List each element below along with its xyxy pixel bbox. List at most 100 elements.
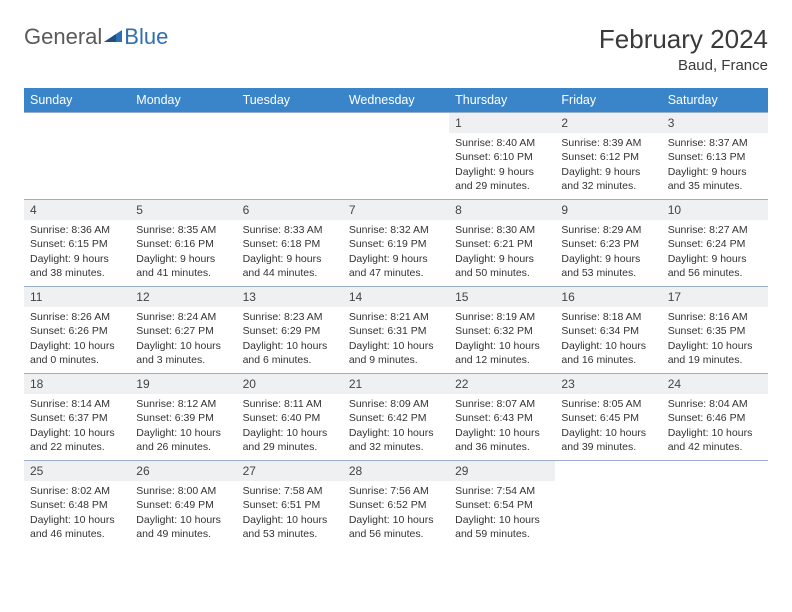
daylight-text: Daylight: 10 hours and 16 minutes. — [561, 339, 655, 367]
sunrise-text: Sunrise: 8:26 AM — [30, 310, 124, 324]
day-cell: 7Sunrise: 8:32 AMSunset: 6:19 PMDaylight… — [343, 200, 449, 286]
sunrise-text: Sunrise: 8:39 AM — [561, 136, 655, 150]
day-cell: 28Sunrise: 7:56 AMSunset: 6:52 PMDayligh… — [343, 461, 449, 547]
day-info: Sunrise: 8:11 AMSunset: 6:40 PMDaylight:… — [237, 394, 343, 460]
daylight-text: Daylight: 10 hours and 0 minutes. — [30, 339, 124, 367]
day-number: 9 — [555, 200, 661, 220]
day-cell: 26Sunrise: 8:00 AMSunset: 6:49 PMDayligh… — [130, 461, 236, 547]
day-info: Sunrise: 8:14 AMSunset: 6:37 PMDaylight:… — [24, 394, 130, 460]
daylight-text: Daylight: 10 hours and 46 minutes. — [30, 513, 124, 541]
daylight-text: Daylight: 9 hours and 47 minutes. — [349, 252, 443, 280]
day-cell: 14Sunrise: 8:21 AMSunset: 6:31 PMDayligh… — [343, 287, 449, 373]
sunrise-text: Sunrise: 8:29 AM — [561, 223, 655, 237]
weekday-thu: Thursday — [449, 88, 555, 112]
day-number: 21 — [343, 374, 449, 394]
day-info: Sunrise: 8:07 AMSunset: 6:43 PMDaylight:… — [449, 394, 555, 460]
day-number: 13 — [237, 287, 343, 307]
day-cell: 22Sunrise: 8:07 AMSunset: 6:43 PMDayligh… — [449, 374, 555, 460]
daylight-text: Daylight: 10 hours and 3 minutes. — [136, 339, 230, 367]
day-number: 28 — [343, 461, 449, 481]
weekday-fri: Friday — [555, 88, 661, 112]
day-cell: 12Sunrise: 8:24 AMSunset: 6:27 PMDayligh… — [130, 287, 236, 373]
day-number: 17 — [662, 287, 768, 307]
logo-mark-icon — [104, 22, 122, 48]
day-number: 1 — [449, 113, 555, 133]
day-cell: 11Sunrise: 8:26 AMSunset: 6:26 PMDayligh… — [24, 287, 130, 373]
sunrise-text: Sunrise: 8:04 AM — [668, 397, 762, 411]
daylight-text: Daylight: 10 hours and 12 minutes. — [455, 339, 549, 367]
day-number: 6 — [237, 200, 343, 220]
day-info: Sunrise: 8:12 AMSunset: 6:39 PMDaylight:… — [130, 394, 236, 460]
sunset-text: Sunset: 6:54 PM — [455, 498, 549, 512]
sunset-text: Sunset: 6:49 PM — [136, 498, 230, 512]
logo: General Blue — [24, 24, 168, 50]
day-info: Sunrise: 8:32 AMSunset: 6:19 PMDaylight:… — [343, 220, 449, 286]
page-header: General Blue February 2024 Baud, France — [24, 24, 768, 74]
daylight-text: Daylight: 10 hours and 36 minutes. — [455, 426, 549, 454]
sunset-text: Sunset: 6:27 PM — [136, 324, 230, 338]
daylight-text: Daylight: 9 hours and 29 minutes. — [455, 165, 549, 193]
sunset-text: Sunset: 6:15 PM — [30, 237, 124, 251]
day-number: 11 — [24, 287, 130, 307]
day-info: Sunrise: 8:39 AMSunset: 6:12 PMDaylight:… — [555, 133, 661, 199]
day-cell: 5Sunrise: 8:35 AMSunset: 6:16 PMDaylight… — [130, 200, 236, 286]
sunrise-text: Sunrise: 8:02 AM — [30, 484, 124, 498]
day-number: 24 — [662, 374, 768, 394]
sunset-text: Sunset: 6:21 PM — [455, 237, 549, 251]
day-number: 15 — [449, 287, 555, 307]
weeks-container: ....1Sunrise: 8:40 AMSunset: 6:10 PMDayl… — [24, 112, 768, 547]
day-cell: 13Sunrise: 8:23 AMSunset: 6:29 PMDayligh… — [237, 287, 343, 373]
sunset-text: Sunset: 6:32 PM — [455, 324, 549, 338]
daylight-text: Daylight: 9 hours and 53 minutes. — [561, 252, 655, 280]
day-info: Sunrise: 8:00 AMSunset: 6:49 PMDaylight:… — [130, 481, 236, 547]
sunset-text: Sunset: 6:35 PM — [668, 324, 762, 338]
day-info: Sunrise: 8:05 AMSunset: 6:45 PMDaylight:… — [555, 394, 661, 460]
sunset-text: Sunset: 6:51 PM — [243, 498, 337, 512]
day-cell: 15Sunrise: 8:19 AMSunset: 6:32 PMDayligh… — [449, 287, 555, 373]
sunrise-text: Sunrise: 8:16 AM — [668, 310, 762, 324]
day-info: Sunrise: 8:35 AMSunset: 6:16 PMDaylight:… — [130, 220, 236, 286]
daylight-text: Daylight: 10 hours and 26 minutes. — [136, 426, 230, 454]
weekday-header-row: Sunday Monday Tuesday Wednesday Thursday… — [24, 88, 768, 112]
day-number: 3 — [662, 113, 768, 133]
day-cell: 27Sunrise: 7:58 AMSunset: 6:51 PMDayligh… — [237, 461, 343, 547]
sunrise-text: Sunrise: 8:35 AM — [136, 223, 230, 237]
daylight-text: Daylight: 10 hours and 32 minutes. — [349, 426, 443, 454]
day-info: Sunrise: 8:23 AMSunset: 6:29 PMDaylight:… — [237, 307, 343, 373]
sunrise-text: Sunrise: 8:09 AM — [349, 397, 443, 411]
sunset-text: Sunset: 6:29 PM — [243, 324, 337, 338]
day-number: 19 — [130, 374, 236, 394]
page-title: February 2024 — [599, 24, 768, 55]
daylight-text: Daylight: 9 hours and 38 minutes. — [30, 252, 124, 280]
daylight-text: Daylight: 9 hours and 35 minutes. — [668, 165, 762, 193]
sunrise-text: Sunrise: 8:23 AM — [243, 310, 337, 324]
day-number: 29 — [449, 461, 555, 481]
day-cell: 16Sunrise: 8:18 AMSunset: 6:34 PMDayligh… — [555, 287, 661, 373]
sunset-text: Sunset: 6:37 PM — [30, 411, 124, 425]
day-number: 14 — [343, 287, 449, 307]
day-cell: 20Sunrise: 8:11 AMSunset: 6:40 PMDayligh… — [237, 374, 343, 460]
day-cell: 18Sunrise: 8:14 AMSunset: 6:37 PMDayligh… — [24, 374, 130, 460]
logo-word2: Blue — [124, 24, 168, 50]
sunset-text: Sunset: 6:52 PM — [349, 498, 443, 512]
sunrise-text: Sunrise: 8:33 AM — [243, 223, 337, 237]
day-cell: 21Sunrise: 8:09 AMSunset: 6:42 PMDayligh… — [343, 374, 449, 460]
day-cell: 6Sunrise: 8:33 AMSunset: 6:18 PMDaylight… — [237, 200, 343, 286]
sunrise-text: Sunrise: 8:07 AM — [455, 397, 549, 411]
day-number: 7 — [343, 200, 449, 220]
day-number: 26 — [130, 461, 236, 481]
sunset-text: Sunset: 6:23 PM — [561, 237, 655, 251]
sunset-text: Sunset: 6:19 PM — [349, 237, 443, 251]
daylight-text: Daylight: 10 hours and 56 minutes. — [349, 513, 443, 541]
sunrise-text: Sunrise: 7:58 AM — [243, 484, 337, 498]
title-block: February 2024 Baud, France — [599, 24, 768, 74]
day-info: Sunrise: 8:04 AMSunset: 6:46 PMDaylight:… — [662, 394, 768, 460]
day-cell: 8Sunrise: 8:30 AMSunset: 6:21 PMDaylight… — [449, 200, 555, 286]
day-info: Sunrise: 7:56 AMSunset: 6:52 PMDaylight:… — [343, 481, 449, 547]
day-cell: . — [130, 113, 236, 199]
day-number: 25 — [24, 461, 130, 481]
day-number: 2 — [555, 113, 661, 133]
day-number: 18 — [24, 374, 130, 394]
day-number: 23 — [555, 374, 661, 394]
sunrise-text: Sunrise: 8:05 AM — [561, 397, 655, 411]
